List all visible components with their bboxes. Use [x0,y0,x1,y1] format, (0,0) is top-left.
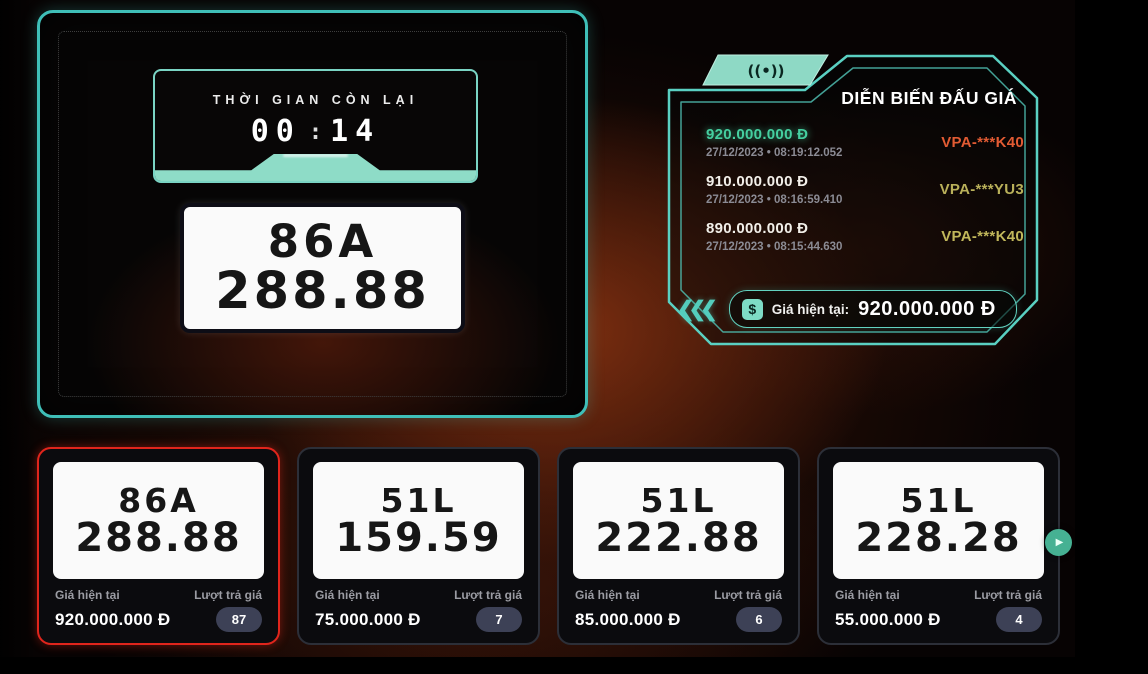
license-plate: 51L 222.88 [573,462,784,579]
plate-card-selected[interactable]: 86A 288.88 Giá hiện tại Lượt trả giá 920… [37,447,280,645]
bid-price: 920.000.000 Đ [706,126,809,143]
dotted-inner-border [58,31,567,397]
plate-series: 86A [118,480,199,520]
card-current-price: 920.000.000 Đ [55,609,171,629]
bid-count-badge: 6 [736,607,782,632]
card-current-price: 85.000.000 Đ [575,609,681,629]
bid-history-panel: ((•)) DIỄN BIẾN ĐẤU GIÁ 920.000.000 Đ 27… [663,44,1043,356]
bid-entry: 890.000.000 Đ 27/12/2023 • 08:15:44.630 … [706,220,1024,253]
bid-count-label: Lượt trả giá [194,588,262,602]
bidder-code: VPA-***YU3 [939,181,1024,198]
card-meta: Giá hiện tại Lượt trả giá 920.000.000 Đ … [55,588,262,632]
collapse-chevrons-icon[interactable]: ❮❮❮ [677,297,718,321]
bid-count-label: Lượt trả giá [714,588,782,602]
bottom-letterbox [0,657,1148,674]
next-plates-button[interactable]: ▶ [1045,529,1072,556]
hud-frame: ((•)) [667,54,1039,346]
card-meta: Giá hiện tại Lượt trả giá 75.000.000 Đ 7 [315,588,522,632]
bid-price: 890.000.000 Đ [706,220,809,237]
timer-label: THỜI GIAN CÒN LẠI [212,93,419,107]
bid-count-label: Lượt trả giá [454,588,522,602]
bid-count-label: Lượt trả giá [974,588,1042,602]
timer-value: 00:14 [155,114,476,149]
bid-timestamp: 27/12/2023 • 08:15:44.630 [706,241,843,253]
countdown-timer: THỜI GIAN CÒN LẠI 00:14 [153,69,478,183]
timer-minutes: 00 [250,114,301,149]
license-plate-main: 86A 288.88 [180,203,465,333]
plate-card[interactable]: 51L 222.88 Giá hiện tại Lượt trả giá 85.… [557,447,800,645]
current-price-label: Giá hiện tại [575,588,640,602]
bidder-code: VPA-***K40 [941,134,1024,151]
bidder-code: VPA-***K40 [941,228,1024,245]
right-letterbox [1075,0,1148,674]
current-auction-panel: THỜI GIAN CÒN LẠI 00:14 86A 288.88 [37,10,588,418]
bid-count-badge: 4 [996,607,1042,632]
timer-separator: : [308,120,323,145]
plate-series: 51L [380,480,457,520]
bid-timestamp: 27/12/2023 • 08:16:59.410 [706,194,843,206]
bid-entry: 910.000.000 Đ 27/12/2023 • 08:16:59.410 … [706,173,1024,206]
license-plate: 86A 288.88 [53,462,264,579]
dollar-icon: $ [741,298,763,320]
timer-base-decoration [155,154,476,181]
broadcast-icon: ((•)) [747,62,784,80]
current-price-box: $ Giá hiện tại: 920.000.000 Đ [728,290,1017,328]
plate-number: 288.88 [215,262,430,321]
current-price-value: 920.000.000 Đ [858,297,996,320]
license-plate: 51L 159.59 [313,462,524,579]
current-price-label: Giá hiện tại [835,588,900,602]
card-meta: Giá hiện tại Lượt trả giá 55.000.000 Đ 4 [835,588,1042,632]
plate-number: 288.88 [75,514,242,561]
current-price-label: Giá hiện tại: [771,301,850,317]
bid-count-badge: 87 [216,607,262,632]
bid-entry: 920.000.000 Đ 27/12/2023 • 08:19:12.052 … [706,126,1024,159]
plate-card[interactable]: 51L 228.28 Giá hiện tại Lượt trả giá 55.… [817,447,1060,645]
card-current-price: 75.000.000 Đ [315,609,421,629]
card-meta: Giá hiện tại Lượt trả giá 85.000.000 Đ 6 [575,588,782,632]
plate-series: 51L [640,480,717,520]
plate-card[interactable]: 51L 159.59 Giá hiện tại Lượt trả giá 75.… [297,447,540,645]
plate-cards-row: 86A 288.88 Giá hiện tại Lượt trả giá 920… [37,447,1060,645]
card-current-price: 55.000.000 Đ [835,609,941,629]
current-price-row: ❮❮❮ $ Giá hiện tại: 920.000.000 Đ [677,290,1017,328]
left-vignette [0,0,36,674]
license-plate: 51L 228.28 [833,462,1044,579]
current-price-label: Giá hiện tại [55,588,120,602]
bid-price: 910.000.000 Đ [706,173,809,190]
bid-history-list: 920.000.000 Đ 27/12/2023 • 08:19:12.052 … [706,126,1024,267]
plate-number: 228.28 [855,514,1022,561]
play-icon: ▶ [1055,537,1064,548]
timer-seconds: 14 [330,114,381,149]
bid-timestamp: 27/12/2023 • 08:19:12.052 [706,147,843,159]
plate-number: 159.59 [335,514,502,561]
plate-series: 51L [900,480,977,520]
plate-number: 222.88 [595,514,762,561]
bid-count-badge: 7 [476,607,522,632]
plate-series: 86A [267,215,378,268]
current-price-label: Giá hiện tại [315,588,380,602]
bid-history-title: DIỄN BIẾN ĐẤU GIÁ [841,88,1017,108]
